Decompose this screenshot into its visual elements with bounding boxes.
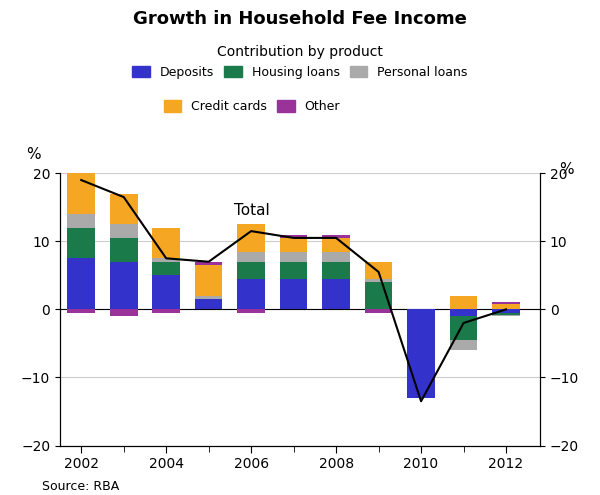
Bar xyxy=(110,238,137,262)
Bar xyxy=(280,262,307,279)
Bar xyxy=(67,258,95,309)
Y-axis label: %: % xyxy=(26,148,41,162)
Bar xyxy=(365,309,392,313)
Bar xyxy=(67,309,95,313)
Bar xyxy=(238,262,265,279)
Bar xyxy=(152,228,180,258)
Legend: Deposits, Housing loans, Personal loans: Deposits, Housing loans, Personal loans xyxy=(133,66,467,79)
Bar xyxy=(492,304,520,309)
Bar xyxy=(492,313,520,315)
Text: Total: Total xyxy=(234,203,270,218)
Bar xyxy=(280,238,307,251)
Bar xyxy=(450,340,478,350)
Bar xyxy=(322,238,350,251)
Bar xyxy=(195,262,223,265)
Bar xyxy=(280,279,307,309)
Bar xyxy=(365,279,392,282)
Bar xyxy=(450,296,478,309)
Bar xyxy=(152,258,180,262)
Bar xyxy=(152,275,180,309)
Y-axis label: %: % xyxy=(559,162,574,177)
Bar xyxy=(407,309,435,398)
Bar xyxy=(322,279,350,309)
Bar xyxy=(238,279,265,309)
Bar xyxy=(195,299,223,309)
Bar xyxy=(280,251,307,262)
Legend: Credit cards, Other: Credit cards, Other xyxy=(164,100,340,113)
Bar xyxy=(238,309,265,313)
Bar xyxy=(365,262,392,279)
Bar xyxy=(280,235,307,238)
Bar xyxy=(67,170,95,214)
Bar xyxy=(195,296,223,299)
Bar xyxy=(110,309,137,316)
Bar xyxy=(365,282,392,309)
Bar xyxy=(110,224,137,238)
Text: Growth in Household Fee Income: Growth in Household Fee Income xyxy=(133,10,467,28)
Bar xyxy=(450,309,478,316)
Bar xyxy=(152,309,180,313)
Bar xyxy=(322,262,350,279)
Bar xyxy=(195,265,223,296)
Bar xyxy=(67,228,95,258)
Bar xyxy=(492,315,520,316)
Bar xyxy=(322,251,350,262)
Bar xyxy=(322,235,350,238)
Text: Source: RBA: Source: RBA xyxy=(42,480,119,493)
Bar xyxy=(492,309,520,313)
Bar xyxy=(67,214,95,228)
Bar xyxy=(238,224,265,251)
Bar xyxy=(110,194,137,224)
Bar xyxy=(238,251,265,262)
Bar xyxy=(450,316,478,340)
Bar xyxy=(492,302,520,304)
Bar xyxy=(152,262,180,275)
Bar xyxy=(110,262,137,309)
Text: Contribution by product: Contribution by product xyxy=(217,45,383,58)
